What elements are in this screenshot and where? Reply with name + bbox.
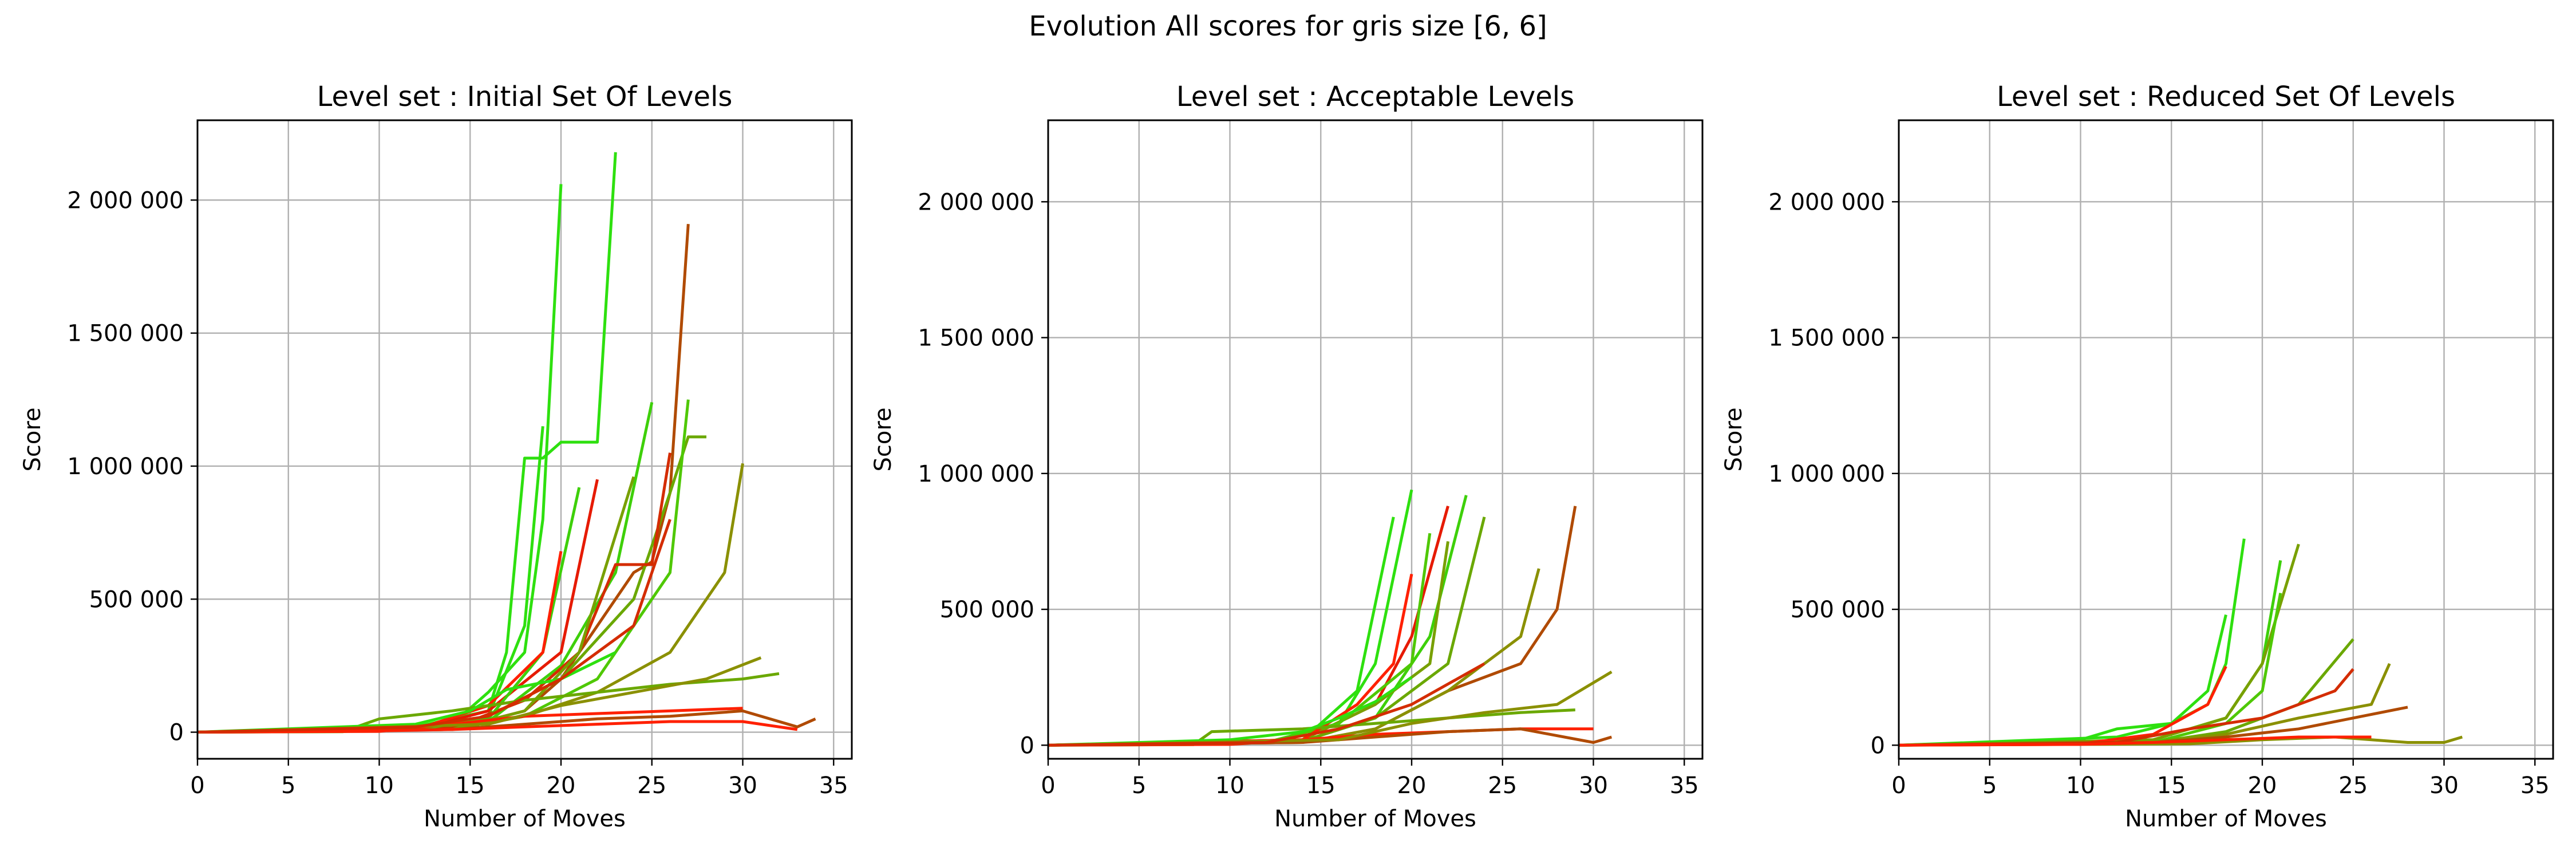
y-tick-label: 500 000	[940, 597, 1034, 623]
y-tick-label: 1 000 000	[1768, 461, 1885, 487]
x-tick-label: 30	[728, 773, 757, 799]
x-tick-label: 10	[365, 773, 394, 799]
y-tick-label: 2 000 000	[1768, 189, 1885, 215]
y-tick-label: 500 000	[1791, 597, 1885, 623]
series-line	[1899, 663, 2391, 747]
x-tick-label: 15	[1306, 773, 1336, 799]
y-tick-label: 500 000	[89, 586, 184, 613]
axes-frame	[1898, 119, 2554, 760]
y-tick-label: 1 500 000	[67, 321, 184, 347]
x-tick-label: 25	[2338, 773, 2368, 799]
y-tick-label: 2 000 000	[67, 187, 184, 214]
y-tick-label: 1 000 000	[918, 461, 1034, 487]
series-line	[1899, 735, 2372, 747]
series-line	[197, 720, 798, 734]
series-line	[1048, 506, 1577, 747]
x-tick-label: 15	[2157, 773, 2186, 799]
series-line	[1048, 533, 1432, 747]
y-tick-label: 0	[1020, 732, 1034, 759]
series-line	[1048, 676, 1413, 747]
series-line	[1048, 517, 1395, 747]
x-axis-label: Number of Moves	[1274, 806, 1476, 832]
subplot-2: 0 5 10 15 20 25 30 35 0 500 000 1 000 000 1 500 000…	[870, 81, 1704, 832]
x-tick-label: 30	[1579, 773, 1608, 799]
subplot-title: Level set : Acceptable Levels	[1176, 81, 1574, 113]
series-line	[1048, 541, 1449, 747]
series-line	[197, 479, 599, 734]
x-tick-label: 0	[1041, 773, 1055, 799]
x-tick-label: 35	[2520, 773, 2550, 799]
x-tick-label: 10	[2066, 773, 2095, 799]
series-line	[1048, 727, 1613, 747]
x-tick-label: 10	[1215, 773, 1244, 799]
x-tick-label: 35	[1670, 773, 1699, 799]
x-tick-label: 20	[1397, 773, 1427, 799]
series-line	[197, 656, 762, 734]
subplot-1: 0 5 10 15 20 25 30 35 0 500 000 1 000 000 1 500 000…	[19, 81, 853, 832]
axes-frame	[196, 119, 853, 760]
y-tick-label: 2 000 000	[918, 189, 1034, 215]
subplot-3: 0 5 10 15 20 25 30 35 0 500 000 1 000 000 1 500 000…	[1721, 81, 2554, 832]
y-tick-label: 0	[1871, 732, 1885, 759]
series-line	[1048, 671, 1613, 747]
x-tick-label: 20	[547, 773, 576, 799]
subplot-title: Level set : Reduced Set Of Levels	[1997, 81, 2455, 113]
x-axis-label: Number of Moves	[424, 806, 626, 832]
series-group	[1899, 538, 2463, 747]
y-tick-label: 0	[169, 720, 184, 746]
series-line	[1899, 614, 2227, 747]
series-group	[197, 152, 816, 734]
x-tick-label: 25	[1488, 773, 1517, 799]
x-axis-label: Number of Moves	[2125, 806, 2327, 832]
y-tick-label: 1 000 000	[67, 454, 184, 480]
series-group	[1048, 489, 1613, 747]
y-tick-label: 1 500 000	[1768, 325, 1885, 352]
y-axis-label: Score	[870, 407, 896, 471]
series-line	[197, 401, 654, 734]
x-tick-label: 35	[819, 773, 848, 799]
x-tick-label: 5	[1132, 773, 1146, 799]
x-tick-label: 0	[190, 773, 204, 799]
x-tick-label: 20	[2248, 773, 2277, 799]
series-line	[1048, 517, 1486, 747]
x-tick-label: 0	[1891, 773, 1906, 799]
figure-title: Evolution All scores for gris size [6, 6…	[1029, 10, 1547, 42]
series-line	[197, 651, 617, 734]
series-line	[1048, 662, 1485, 747]
x-tick-label: 5	[1982, 773, 1997, 799]
x-tick-label: 5	[281, 773, 295, 799]
x-tick-label: 15	[456, 773, 485, 799]
x-tick-label: 25	[637, 773, 666, 799]
series-line	[197, 426, 544, 734]
subplot-title: Level set : Initial Set Of Levels	[317, 81, 733, 113]
axes-frame	[1047, 119, 1704, 760]
y-tick-label: 1 500 000	[918, 325, 1034, 352]
y-axis-label: Score	[1721, 407, 1747, 471]
y-axis-label: Score	[19, 407, 46, 471]
x-tick-label: 30	[2429, 773, 2459, 799]
series-line	[197, 519, 671, 734]
series-line	[197, 152, 617, 734]
